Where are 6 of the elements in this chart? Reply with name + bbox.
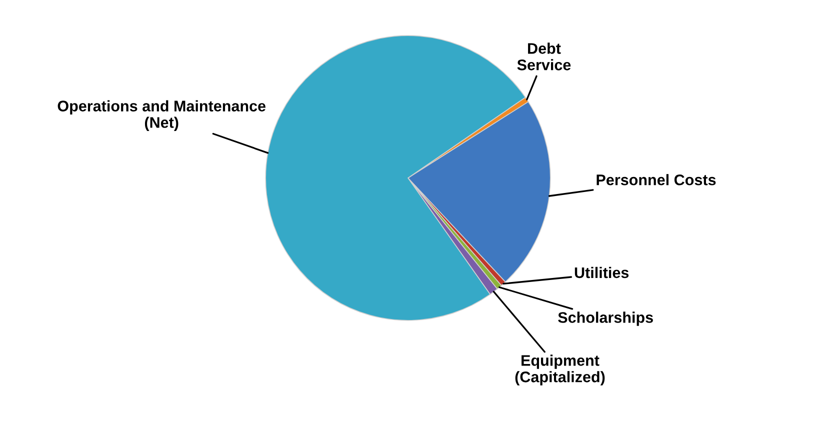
slice-label: Utilities (574, 266, 629, 278)
slice-label: Personnel Costs (596, 174, 716, 186)
slice-label: Scholarships (558, 312, 653, 326)
slice-label: Operations and Maintenance (Net) (58, 100, 266, 131)
slice-label: Equipment (Capitalized) (515, 354, 605, 386)
slice-label: Debt Service (517, 42, 571, 70)
